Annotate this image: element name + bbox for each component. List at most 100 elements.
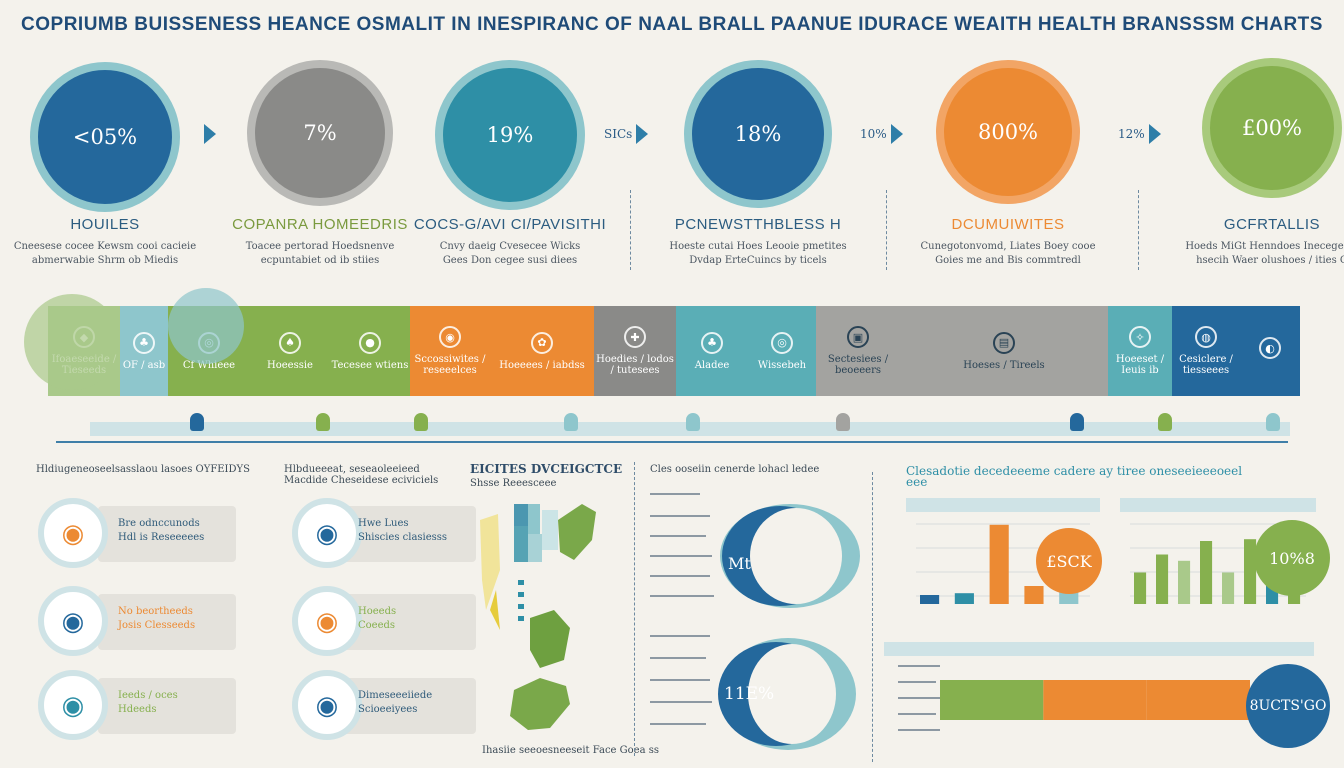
segment-icon: ✚ — [624, 326, 646, 348]
list-item — [98, 506, 236, 562]
panel5-tag1: £SCK — [1036, 528, 1102, 594]
band-bubble — [168, 288, 244, 364]
segment-icon: ◎ — [771, 331, 793, 354]
timeline-pin-icon — [1158, 413, 1172, 431]
segment-label: Wissebeh — [757, 359, 807, 371]
list-item — [98, 594, 236, 650]
kpi-description: Hoeste cutai Hoes Leooie pmetites — [669, 241, 847, 252]
segment-label: Hoeeset / Ieuis ib — [1115, 354, 1165, 376]
timeline-pin-icon — [686, 413, 700, 431]
segment-icon: ♣ — [701, 331, 723, 354]
panel4-graphic — [650, 493, 860, 750]
divider-4 — [872, 472, 873, 762]
segment-label: Hoeses / Tireels — [963, 359, 1045, 371]
list-item-text: Coeeds — [358, 620, 396, 631]
band-segment: ◎ Wissebeh — [748, 306, 816, 396]
list-item-icon: ◉ — [292, 670, 362, 740]
segment-icon: ♠ — [279, 331, 301, 354]
segment-label: Aladee — [694, 359, 730, 371]
segment-icon: ◐ — [1259, 337, 1281, 359]
arrow-icon — [1148, 124, 1161, 144]
panel3-caption: EICITES DVCEIGCTCE — [470, 462, 623, 476]
bar — [1134, 572, 1147, 604]
kpi-description: Cneesese cocee Kewsm cooi cacieie — [13, 241, 197, 252]
segment-label: Sectesiees / beoeeers — [827, 354, 889, 376]
timeline-pin-icon — [190, 413, 204, 431]
kpi-description: Dvdap ErteCuincs by ticels — [689, 255, 827, 266]
panel3-sub: Shsse Reeesceee — [470, 478, 557, 489]
panel1-caption: Hldiugeneoseelsasslaou lasoes OYFEIDYS — [36, 464, 250, 475]
bar — [989, 524, 1009, 604]
timeline-pin-icon — [564, 413, 578, 431]
map-graphic — [480, 504, 596, 730]
kpi-description: Cunegotonvomd, Liates Boey cooe — [920, 241, 1096, 252]
band-segment: ✧ Hoeeset / Ieuis ib — [1108, 306, 1172, 396]
band-segment: ♣ OF / asb — [120, 306, 168, 396]
bar-chart1-header — [906, 498, 1100, 512]
kpi-divider — [886, 190, 887, 270]
panel5-caption: Clesadotie decedeeeme cadere ay tiree on… — [906, 464, 1243, 489]
segment-label: Cf Whieee — [182, 359, 236, 371]
kpi-divider — [1138, 190, 1139, 270]
segment-label: Hoeessie — [267, 359, 313, 371]
kpi-description: Gees Don cegee susi diees — [442, 255, 578, 266]
bar — [954, 593, 974, 604]
segment-label: Hoeeees / iabdss — [499, 359, 585, 371]
section-divider — [56, 441, 1288, 443]
segment-icon: ◍ — [1195, 326, 1217, 348]
kpi-description: abmerwabie Shrm ob Miedis — [31, 255, 179, 266]
list-item-icon: ◉ — [38, 670, 108, 740]
arrow-icon — [890, 124, 903, 144]
list-item-text: Josis Clesseeds — [118, 620, 196, 631]
band-segment: ✚ Hoedies / lodos / tutesees — [594, 306, 676, 396]
hbar-segment — [1043, 680, 1147, 720]
arrow-icon — [204, 124, 216, 144]
kpi-circle: 7% — [247, 60, 393, 206]
segment-icon: ▤ — [993, 331, 1015, 354]
kpi-heading: GCFRTALLIS — [1223, 216, 1321, 233]
band-segment: ✿ Hoeeees / iabdss — [490, 306, 594, 396]
kpi-circle: 19% — [435, 60, 585, 210]
segment-icon: ✿ — [531, 331, 553, 354]
flow-arrow: 12% — [1118, 124, 1161, 144]
band-segment: ▣ Sectesiees / beoeeers — [816, 306, 900, 396]
timeline-pin-icon — [1070, 413, 1084, 431]
flow-arrow-label: 12% — [1118, 127, 1145, 141]
list-item-icon: ◉ — [292, 498, 362, 568]
kpi-divider — [630, 190, 631, 270]
list-item-text: Bre odnccunods — [118, 518, 200, 529]
panel2-caption: Hlbdueeeat, seseaoleeieed Macdide Chesei… — [284, 464, 439, 486]
segment-label: Cesiclere / tiesseees — [1179, 354, 1233, 376]
panel4-caption: Cles ooseiin cenerde lohacl ledee — [650, 464, 820, 475]
panel5-tag2: 10%8 — [1254, 520, 1330, 596]
kpi-description: Hoeds MiGt Henndoes Inecege ae — [1185, 241, 1344, 252]
bar — [1244, 539, 1257, 604]
kpi-description: hsecih Waer olushoes / ities G — [1196, 255, 1344, 266]
segment-label: Tecesee wtiens — [331, 359, 409, 371]
kpi-description: Cnvy daeig Cvesecee Wicks — [439, 241, 581, 252]
panel3-footer: Ihasiie seeoesneeseit Face Goea ss — [482, 745, 659, 756]
segment-label: Sccossiwites / reseeelces — [414, 354, 486, 376]
bar — [1222, 572, 1235, 604]
list-item-icon: ◉ — [38, 586, 108, 656]
flow-arrow — [200, 124, 216, 144]
kpi-description: Goies me and Bis commtredl — [935, 255, 1081, 266]
flow-arrow: 10% — [860, 124, 903, 144]
bar — [920, 595, 940, 604]
list-item-text: Dimeseeeiiede — [358, 690, 433, 701]
list-item-text: Hwe Lues — [358, 518, 409, 529]
segment-icon: ♣ — [133, 331, 155, 354]
list-item-text: Hdeeds — [118, 704, 157, 715]
band-segment: ● Tecesee wtiens — [330, 306, 410, 396]
panel5-tag3: 8UCTS'GO — [1246, 664, 1330, 748]
kpi-circle: £00% — [1202, 58, 1342, 198]
kpi-heading: DCUMUIWITES — [951, 216, 1065, 233]
flow-arrow-label: 10% — [860, 127, 887, 141]
bar — [1024, 586, 1044, 604]
kpi-description: ecpuntabiet od ib stiies — [260, 255, 380, 266]
kpi-circle: 800% — [936, 60, 1080, 204]
timeline-pin-icon — [836, 413, 850, 431]
flow-arrow: SICs — [604, 124, 649, 144]
timeline-pin-icon — [316, 413, 330, 431]
list-item-text: Hoeeds — [358, 606, 397, 617]
